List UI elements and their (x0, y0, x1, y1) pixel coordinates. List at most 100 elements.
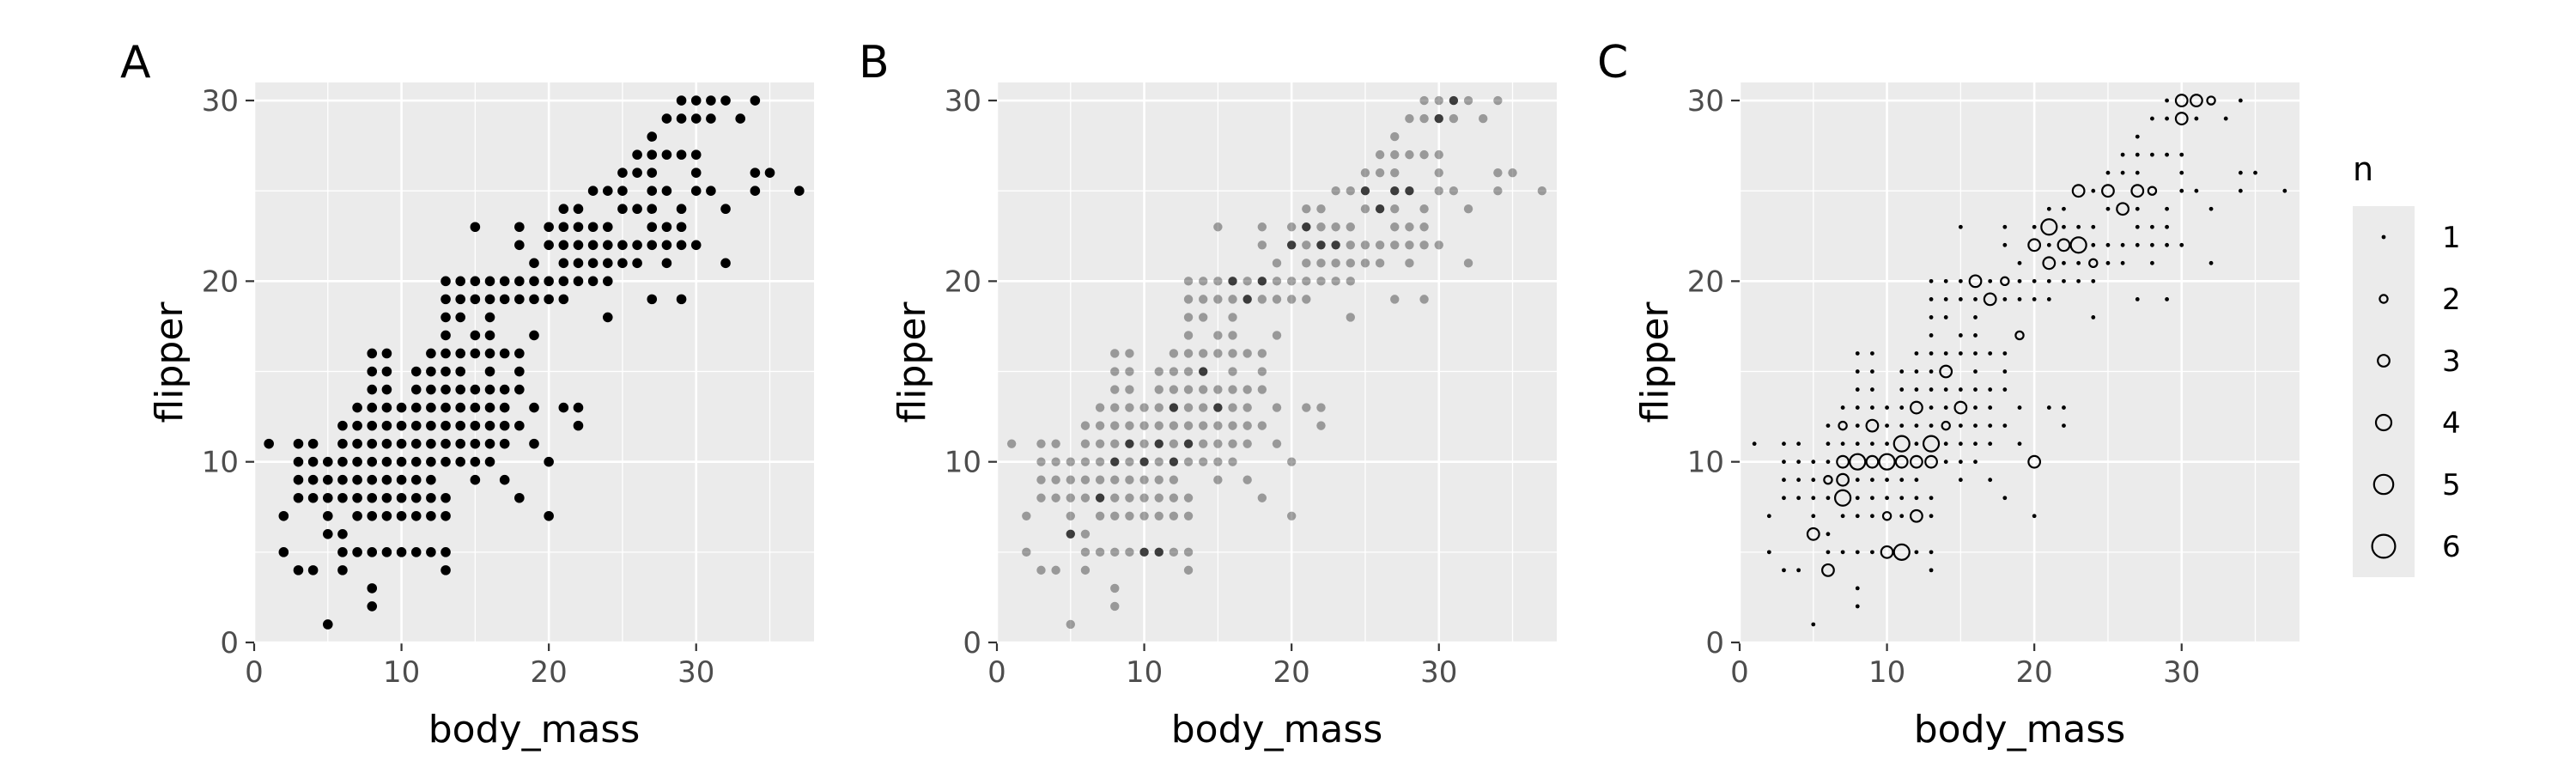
point (1228, 331, 1237, 340)
point (1782, 460, 1786, 465)
x-tick-label: 10 (1126, 655, 1163, 690)
point (602, 240, 613, 251)
legend-key (2372, 473, 2395, 496)
point (381, 510, 392, 521)
point (455, 366, 466, 377)
point (573, 240, 584, 251)
point (337, 456, 348, 467)
point (499, 348, 510, 359)
point (1885, 423, 1889, 429)
point (587, 222, 598, 233)
point (426, 348, 436, 359)
point (1929, 387, 1934, 392)
point (2179, 242, 2184, 247)
point (1228, 277, 1237, 286)
point (1316, 421, 1326, 430)
point (1405, 240, 1414, 250)
point (720, 258, 731, 269)
point (1022, 511, 1031, 520)
point (1125, 403, 1134, 412)
point (1855, 550, 1860, 555)
point (1958, 460, 1963, 465)
point (617, 167, 628, 178)
point (1493, 167, 1503, 178)
point (1169, 493, 1179, 502)
point (514, 348, 525, 359)
point (1929, 405, 1934, 410)
point (352, 547, 362, 557)
point (1419, 204, 1429, 214)
point (1360, 204, 1370, 214)
point (602, 222, 613, 233)
point (1095, 403, 1105, 412)
point (440, 276, 451, 287)
point (1272, 295, 1282, 304)
point (1331, 259, 1340, 268)
point (2057, 238, 2071, 253)
point (2147, 186, 2158, 196)
point (1257, 295, 1267, 304)
point (1893, 435, 1911, 453)
point (1242, 385, 1252, 394)
point (1405, 186, 1414, 196)
point (410, 384, 422, 395)
legend-key (2371, 533, 2397, 559)
point (1840, 550, 1845, 555)
point (2062, 224, 2066, 229)
point (2165, 206, 2169, 211)
point (1183, 367, 1194, 376)
point (514, 240, 525, 251)
panel-c: C 0 10 20 30 0 10 20 30 body_mass flipper (1597, 37, 2300, 752)
point (1796, 478, 1801, 483)
point (1051, 565, 1060, 575)
point (1893, 543, 1911, 561)
point (2238, 188, 2243, 193)
point (529, 276, 539, 287)
point (367, 384, 378, 395)
point (1228, 349, 1237, 358)
legend-key (2377, 354, 2391, 368)
point (1066, 457, 1075, 466)
point (470, 384, 481, 395)
point (1880, 545, 1894, 559)
point (558, 240, 569, 251)
point (426, 402, 436, 413)
plot-background (1740, 82, 2300, 642)
point (278, 510, 289, 521)
point (337, 438, 348, 449)
point (1360, 240, 1370, 250)
point (690, 186, 702, 196)
point (1449, 95, 1459, 106)
point (1958, 423, 1963, 429)
point (1811, 478, 1816, 483)
point (647, 131, 658, 142)
point (1796, 568, 1801, 573)
point (2062, 278, 2066, 283)
x-tick-label: 30 (677, 655, 714, 690)
y-tick-label: 10 (1687, 446, 1724, 480)
point (1855, 369, 1860, 374)
point (514, 276, 525, 287)
point (1909, 400, 1923, 415)
y-tick-label: 10 (202, 446, 239, 480)
point (1213, 475, 1223, 484)
y-axis-title: flipper (890, 301, 934, 423)
point (632, 149, 642, 160)
point (440, 565, 451, 575)
point (1154, 385, 1163, 394)
point (1066, 493, 1075, 502)
point (1899, 423, 1905, 429)
point (426, 456, 436, 467)
y-tick-label: 30 (1687, 84, 1724, 119)
point (1493, 186, 1503, 196)
point (602, 186, 613, 196)
point (1811, 622, 1816, 627)
point (602, 312, 613, 323)
point (1855, 387, 1860, 392)
point (1302, 204, 1311, 214)
point (426, 547, 436, 557)
point (1051, 457, 1060, 466)
point (2253, 170, 2257, 175)
point (2179, 188, 2184, 193)
legend-key-background (2353, 206, 2415, 577)
